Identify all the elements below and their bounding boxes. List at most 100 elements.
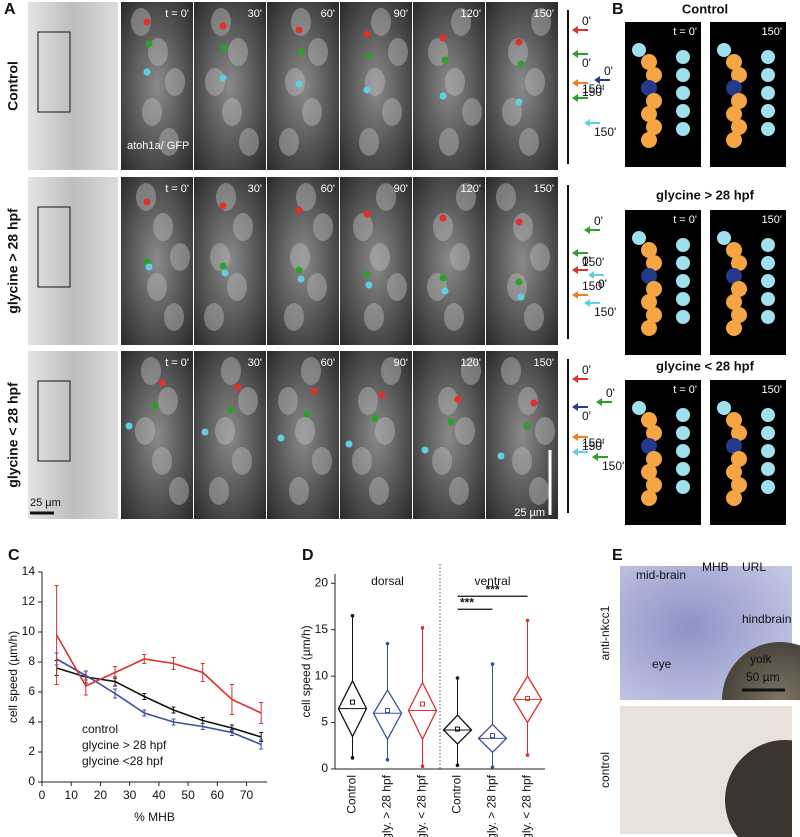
cell-blob — [233, 213, 253, 241]
cell-sphere — [646, 255, 662, 271]
cell-blob — [228, 38, 248, 66]
cell-sphere — [717, 43, 731, 57]
cell-sphere — [641, 412, 657, 428]
time-label: 150' — [534, 357, 554, 369]
end-marker — [420, 764, 425, 769]
arrow-head — [584, 226, 590, 234]
anatomy-label: URL — [742, 560, 766, 574]
region-box — [37, 31, 71, 113]
end-marker — [525, 618, 530, 623]
tracked-cell — [439, 34, 447, 42]
timelapse-frame — [340, 177, 412, 345]
arrow-head — [588, 271, 594, 279]
cell-sphere — [717, 231, 731, 245]
cell-blob — [433, 213, 453, 241]
time-label: 90' — [394, 183, 408, 195]
cell-blob — [531, 8, 551, 36]
mean-marker — [525, 695, 530, 701]
cell-blob — [302, 98, 322, 126]
end-marker — [455, 676, 460, 680]
y-tick-label: 6 — [28, 684, 35, 698]
cell-blob — [308, 38, 328, 66]
cell-sphere — [641, 268, 657, 284]
cell-blob — [376, 183, 396, 211]
diamond — [442, 714, 473, 745]
cell-blob — [444, 303, 464, 331]
error-bar — [259, 739, 264, 750]
series-line — [56, 658, 262, 746]
row-label: glycine < 28 hpf — [5, 382, 21, 488]
cell-sphere — [641, 438, 657, 454]
tracked-cell — [439, 92, 447, 100]
timelapse-frame — [340, 351, 412, 519]
cell-sphere — [761, 480, 775, 494]
x-tick-label: 50 — [181, 788, 195, 802]
arrow-label: 0' — [606, 386, 615, 400]
end-marker — [385, 641, 390, 646]
tracked-cell — [277, 434, 285, 442]
tracked-cell — [515, 98, 523, 106]
tracked-cell — [517, 60, 525, 68]
error-bar — [113, 666, 118, 679]
tracked-cell — [363, 30, 371, 38]
tracked-cell — [363, 270, 371, 278]
cell-sphere — [726, 320, 742, 336]
scale-label: 25 µm — [514, 507, 545, 519]
cell-blob — [462, 98, 482, 126]
y-axis-label: cell speed (µm/h) — [6, 631, 20, 723]
cell-sphere — [761, 50, 775, 64]
arrow-label: 150' — [594, 125, 616, 139]
scale-label: 25 µm — [30, 497, 61, 509]
cell-sphere — [676, 50, 690, 64]
cell-blob — [358, 387, 378, 415]
tracked-cell — [363, 86, 371, 94]
cell-blob — [438, 387, 458, 415]
cell-blob — [501, 357, 521, 385]
reconstruction-title: glycine > 28 hpf — [656, 187, 755, 202]
cell-blob — [239, 128, 259, 156]
arrow-head — [572, 249, 578, 257]
cell-blob — [382, 98, 402, 126]
cell-blob — [131, 8, 151, 36]
tracked-cell — [447, 418, 455, 426]
time-label: t = 0' — [165, 357, 189, 369]
cell-sphere — [676, 104, 690, 118]
cell-blob — [535, 417, 555, 445]
error-bar — [171, 706, 176, 714]
timelapse-frame — [413, 177, 485, 345]
time-label: 150' — [534, 183, 554, 195]
cell-blob — [456, 183, 476, 211]
cell-sphere — [731, 281, 747, 297]
cell-blob — [290, 243, 310, 271]
cell-sphere — [726, 438, 742, 454]
cell-blob — [209, 477, 229, 505]
y-tick-label: 12 — [22, 594, 36, 608]
diamond — [512, 674, 543, 724]
cell-blob — [455, 417, 475, 445]
row-label: Control — [5, 61, 21, 111]
time-label: t = 0' — [673, 214, 697, 226]
anatomy-label: mid-brain — [636, 568, 686, 582]
y-tick-label: 2 — [28, 744, 35, 758]
cell-sphere — [731, 67, 747, 83]
cell-sphere — [676, 238, 690, 252]
cell-blob — [445, 68, 465, 96]
anatomy-label: MHB — [702, 560, 729, 574]
cell-blob — [148, 38, 168, 66]
error-bar — [142, 709, 147, 717]
tracked-cell — [365, 281, 373, 289]
timelapse-frame — [486, 2, 558, 170]
row-label: anti-nkcc1 — [598, 605, 612, 660]
arrow-label: 0' — [582, 56, 591, 70]
cell-sphere — [731, 255, 747, 271]
arrow-head — [584, 299, 590, 307]
cell-blob — [142, 98, 162, 126]
cell-blob — [519, 128, 539, 156]
cell-sphere — [731, 93, 747, 109]
tracked-cell — [158, 379, 166, 387]
timelapse-frame — [121, 351, 193, 519]
cell-blob — [508, 38, 528, 66]
mask — [792, 700, 800, 837]
cell-sphere — [676, 444, 690, 458]
